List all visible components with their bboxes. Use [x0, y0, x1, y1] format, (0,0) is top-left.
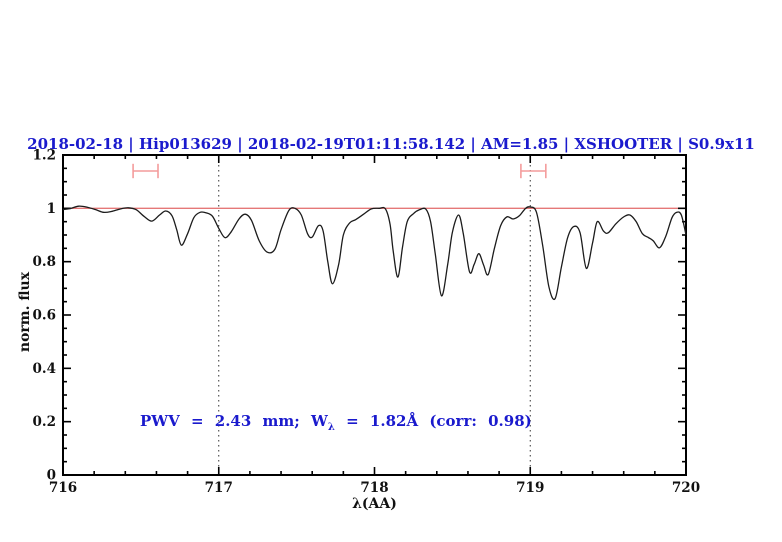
spectrum-curve — [62, 205, 687, 300]
x-tick-label-719: 719 — [516, 480, 544, 496]
y-axis-label: norm. flux — [17, 271, 33, 353]
pwv-annotation-suffix: = 1.82Å (corr: 0.98) — [334, 412, 532, 430]
x-axis-label: λ(AA) — [352, 496, 397, 512]
x-tick-label-720: 720 — [672, 480, 700, 496]
y-tick-label-1: 1 — [47, 201, 56, 217]
range-marker-2 — [520, 163, 547, 179]
x-tick-label-716: 716 — [49, 480, 77, 496]
y-tick-label-0.4: 0.4 — [33, 361, 57, 377]
x-tick-label-717: 717 — [205, 480, 233, 496]
pwv-annotation: PWV = 2.43 mm; Wλ = 1.82Å (corr: 0.98) — [140, 412, 532, 433]
y-tick-label-0.8: 0.8 — [33, 254, 57, 270]
pwv-annotation-subscript: λ — [327, 422, 335, 433]
y-tick-label-0.2: 0.2 — [33, 414, 57, 430]
range-marker-1 — [132, 163, 159, 179]
y-tick-label-0.6: 0.6 — [33, 308, 57, 324]
y-tick-label-1.2: 1.2 — [33, 148, 57, 164]
x-tick-label-718: 718 — [360, 480, 388, 496]
pwv-annotation-prefix: PWV = 2.43 mm; W — [140, 412, 328, 430]
plot-title: 2018-02-18 | Hip013629 | 2018-02-19T01:1… — [27, 135, 755, 153]
y-tick-label-0: 0 — [47, 468, 56, 484]
